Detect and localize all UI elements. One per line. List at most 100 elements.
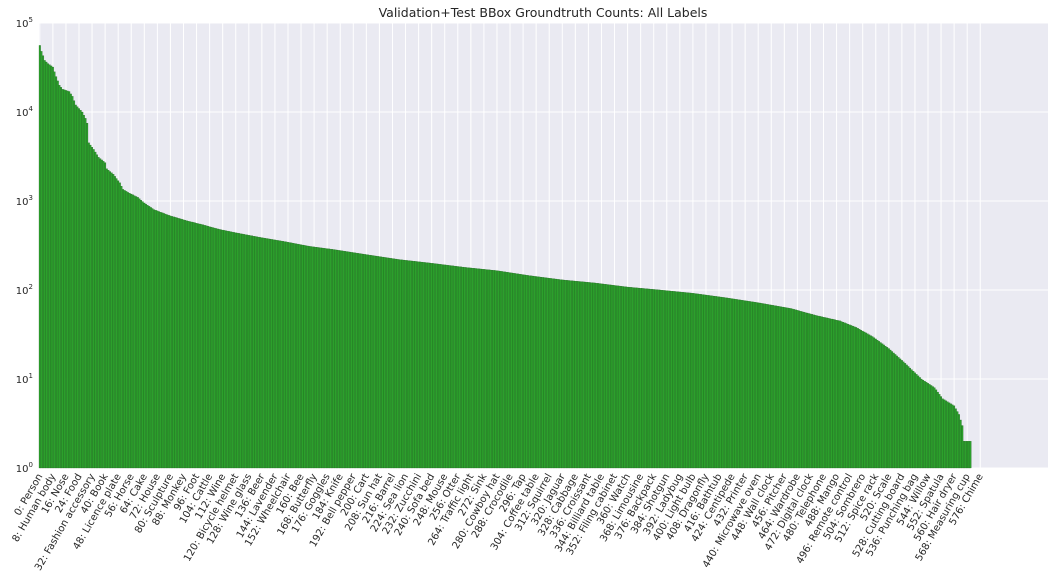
bar [442,264,445,469]
bar [763,303,766,469]
bar [350,252,353,469]
bar [360,253,363,469]
bar [238,233,240,469]
bar [453,265,456,469]
bar [798,310,800,469]
bar [213,227,216,469]
bar [869,335,872,469]
bar [257,236,260,469]
bar [337,250,340,469]
bar [515,273,518,469]
bar [667,290,670,469]
bar [164,213,167,469]
bar [531,275,534,469]
bar [146,205,149,469]
bar [430,263,433,469]
bar [587,282,590,469]
bar [910,369,913,469]
bar [677,291,680,469]
bar [762,303,765,469]
bar [89,144,92,469]
bar [290,242,293,469]
bar [357,253,360,469]
bar [837,320,840,469]
bar [799,311,802,469]
bar [713,295,716,469]
bar [956,411,959,469]
bar [665,290,668,469]
bar [649,288,652,469]
bar [562,279,565,469]
bar [329,248,332,469]
bar [349,251,351,469]
bar [120,185,123,469]
bar [959,419,962,469]
bar [149,207,152,469]
bar [246,234,249,469]
bar [47,63,49,469]
bar [633,287,636,469]
bar [509,272,511,469]
bar [375,255,378,469]
bar [389,258,392,469]
bar [228,231,231,469]
bar [682,292,685,469]
bar [827,318,830,469]
bar [117,180,120,469]
bar [771,305,774,469]
bar [419,261,422,469]
bar [647,288,650,469]
bar [920,378,923,469]
bar [324,248,327,469]
bar [499,271,502,469]
bar [904,363,907,469]
bar [912,371,915,469]
bar [672,291,675,469]
bar [140,200,142,469]
bar [102,161,105,469]
bar [933,387,936,469]
bar [432,263,435,469]
bar [966,441,969,469]
bar [642,288,645,469]
bar [517,273,520,469]
bar [202,224,205,469]
bar [788,308,791,469]
bar [396,259,399,469]
bar [558,279,560,469]
bar [401,259,404,469]
bar [871,336,874,469]
bar [135,196,138,469]
bar [923,381,926,469]
bar [141,201,144,469]
bar [579,281,582,469]
bar [804,312,807,469]
bar [468,267,471,469]
bar [824,317,827,469]
bar [589,282,591,469]
bar [305,245,307,469]
bar [734,299,737,469]
bar [247,235,250,469]
bar [105,168,108,469]
bar [925,382,928,469]
bar [42,55,45,469]
bar [153,209,156,469]
bar [332,249,335,469]
bar [958,414,960,469]
bar [63,89,66,469]
bar [819,316,822,469]
bar [553,278,556,469]
bar [654,289,657,469]
bar [634,287,637,469]
bar [104,162,107,469]
bar [928,384,931,469]
bar [151,208,154,469]
bar [967,441,970,469]
bar [711,295,714,469]
bar [607,284,609,469]
bar [678,291,681,469]
bar [158,211,160,469]
bar [789,308,792,469]
bar [94,151,97,469]
